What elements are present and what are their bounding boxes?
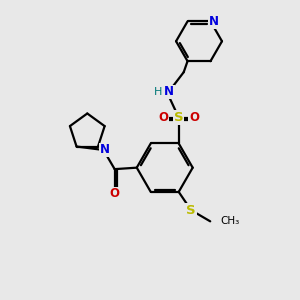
- Text: N: N: [164, 85, 174, 98]
- Text: CH₃: CH₃: [220, 216, 240, 226]
- Text: S: S: [174, 111, 184, 124]
- Text: O: O: [158, 111, 168, 124]
- Text: N: N: [208, 15, 218, 28]
- Text: O: O: [189, 111, 199, 124]
- Text: O: O: [110, 188, 120, 200]
- Text: N: N: [100, 143, 110, 157]
- Text: H: H: [154, 87, 162, 97]
- Text: S: S: [186, 204, 196, 217]
